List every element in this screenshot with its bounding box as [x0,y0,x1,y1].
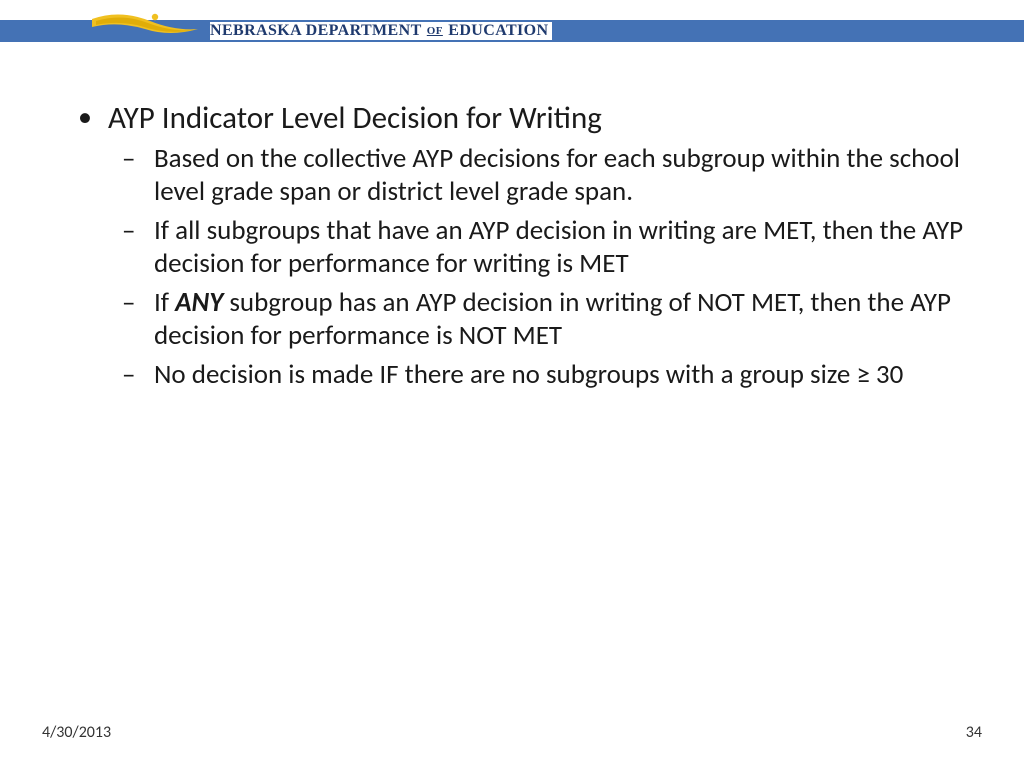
sub-bullet: If ANY subgroup has an AYP decision in w… [108,287,969,353]
sub-bullet-prefix: If [154,286,175,319]
sub-bullet-text: No decision is made IF there are no subg… [154,358,903,391]
dept-prefix: NEBRASKA DEPARTMENT [210,22,421,39]
dept-suffix: EDUCATION [448,22,548,39]
footer-date: 4/30/2013 [42,723,111,742]
sub-bullet: No decision is made IF there are no subg… [108,359,969,392]
sub-bullet-text: If all subgroups that have an AYP decisi… [154,214,963,280]
sub-bullet-suffix: subgroup has an AYP decision in writing … [154,286,951,352]
sub-bullet: If all subgroups that have an AYP decisi… [108,215,969,281]
dept-of: OF [427,25,443,37]
sub-bullet-em: ANY [175,286,223,319]
logo-swoosh-icon [90,7,200,45]
main-bullet-text: AYP Indicator Level Decision for Writing [108,99,602,137]
sub-bullet-text: Based on the collective AYP decisions fo… [154,142,960,208]
dept-title: NEBRASKA DEPARTMENT OF EDUCATION [210,22,552,40]
sub-bullet: Based on the collective AYP decisions fo… [108,143,969,209]
footer-page: 34 [966,723,982,742]
main-bullet: AYP Indicator Level Decision for Writing… [70,100,969,392]
slide-content: AYP Indicator Level Decision for Writing… [70,100,969,402]
